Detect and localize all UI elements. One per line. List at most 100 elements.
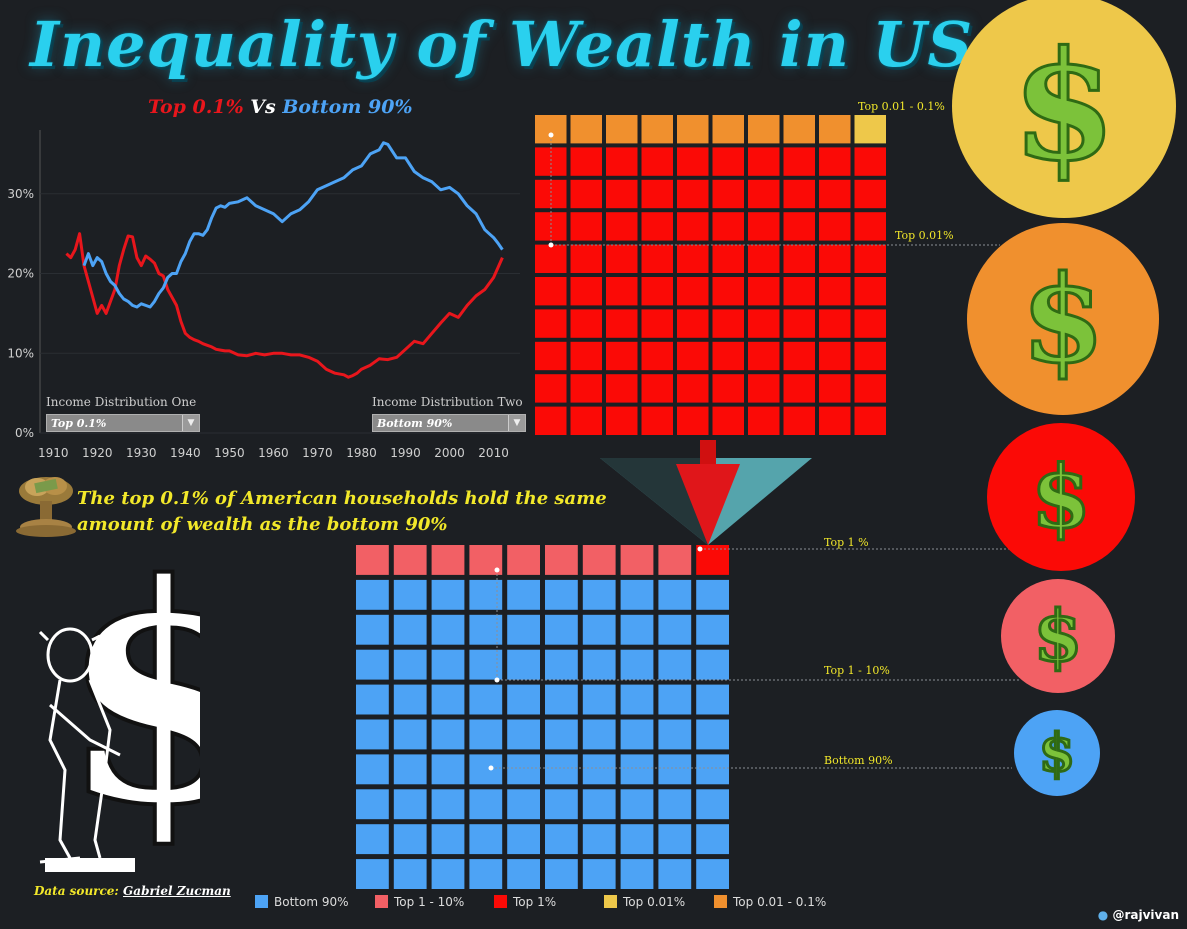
waffle-cell <box>658 684 692 715</box>
waffle-cell <box>606 406 638 435</box>
man-with-dollar-sign-icon: $ <box>38 540 200 873</box>
waffle-cell <box>641 147 673 176</box>
waffle-cell <box>658 719 692 750</box>
dollar-coin-icon <box>1014 710 1100 796</box>
waffle-cell <box>606 179 638 209</box>
waffle-cell <box>535 309 567 338</box>
dist-one-select[interactable]: Top 0.1% ▼ <box>46 414 200 432</box>
waffle-cell <box>819 374 851 403</box>
legend-item: Bottom 90% <box>255 895 349 909</box>
waffle-cell <box>393 579 427 610</box>
waffle-cell <box>545 579 578 610</box>
waffle-cell <box>620 789 654 820</box>
waffle-cell <box>819 341 851 371</box>
waffle-cell <box>393 789 427 820</box>
waffle-cell <box>819 212 851 241</box>
label-top-001: Top 0.01% <box>895 229 954 242</box>
waffle-cell <box>356 649 389 680</box>
waffle-cell <box>582 579 616 610</box>
waffle-cell <box>712 277 744 306</box>
waffle-cell <box>696 754 729 785</box>
waffle-cell <box>606 374 638 403</box>
waffle-cell <box>641 244 673 273</box>
x-tick-label: 1970 <box>302 446 333 460</box>
connector-dot <box>548 242 554 248</box>
waffle-cell <box>696 649 729 680</box>
dist-two-select[interactable]: Bottom 90% ▼ <box>372 414 526 432</box>
waffle-cell <box>641 406 673 435</box>
waffle-cell <box>854 309 886 338</box>
legend-item: Top 1% <box>494 895 556 909</box>
waffle-cell <box>393 719 427 750</box>
dollar-coin-icon <box>1001 579 1115 693</box>
waffle-cell <box>748 309 780 338</box>
waffle-cell <box>819 147 851 176</box>
waffle-cell <box>712 406 744 435</box>
chevron-down-icon[interactable]: ▼ <box>182 415 199 431</box>
waffle-cell <box>854 374 886 403</box>
waffle-cell <box>854 341 886 371</box>
waffle-cell <box>606 147 638 176</box>
waffle-cell <box>535 341 567 371</box>
waffle-cell <box>469 824 503 855</box>
waffle-cell <box>545 719 578 750</box>
twitter-handle[interactable]: ● @rajvivan <box>1098 908 1179 922</box>
chevron-down-icon[interactable]: ▼ <box>508 415 525 431</box>
funnel-shade <box>600 458 708 545</box>
waffle-cell <box>658 545 692 575</box>
connector-dot <box>697 546 703 552</box>
waffle-cell <box>582 719 616 750</box>
waffle-cell <box>677 244 709 273</box>
waffle-cell <box>469 684 503 715</box>
waffle-cell <box>606 115 638 144</box>
waffle-cell <box>783 212 815 241</box>
waffle-cell <box>748 179 780 209</box>
waffle-cell <box>545 789 578 820</box>
waffle-cell <box>783 277 815 306</box>
handle-text: @rajvivan <box>1112 908 1179 922</box>
waffle-cell <box>783 147 815 176</box>
waffle-cell <box>570 309 602 338</box>
waffle-cell <box>783 115 815 144</box>
waffle-cell <box>393 754 427 785</box>
waffle-cell <box>783 244 815 273</box>
waffle-cell <box>570 147 602 176</box>
x-tick-label: 1930 <box>126 446 157 460</box>
x-tick-label: 1960 <box>258 446 289 460</box>
dist-one-value: Top 0.1% <box>51 417 107 430</box>
line-chart: 0% 10% 20% 30% 1910 1920 1930 1940 1950 1960 1970 1… <box>7 130 520 460</box>
waffle-cell <box>748 341 780 371</box>
waffle-cell <box>658 579 692 610</box>
callout-text: The top 0.1% of American households hold… <box>77 488 607 535</box>
waffle-cell <box>431 545 465 575</box>
waffle-cell <box>696 824 729 855</box>
data-source-link[interactable]: Gabriel Zucman <box>123 884 231 898</box>
subtitle-vs: Vs <box>250 96 276 118</box>
waffle-cell <box>545 649 578 680</box>
label-top-001-01: Top 0.01 - 0.1% <box>858 100 945 113</box>
waffle-cell <box>431 684 465 715</box>
waffle-cell <box>712 341 744 371</box>
waffle-cell <box>677 374 709 403</box>
waffle-cell <box>393 684 427 715</box>
waffle-cell <box>356 579 389 610</box>
waffle-cell <box>431 614 465 645</box>
data-source-prefix: Data source: <box>34 884 119 898</box>
waffle-cell <box>507 859 540 889</box>
x-tick-label: 2000 <box>434 446 465 460</box>
legend-item: Top 0.01% <box>604 895 685 909</box>
dist-two-value: Bottom 90% <box>377 417 453 430</box>
mushroom-cloud-money-icon <box>16 477 76 537</box>
dollar-coin-icon <box>967 223 1159 415</box>
waffle-cell <box>748 212 780 241</box>
dist-one-label: Income Distribution One <box>46 395 197 409</box>
waffle-cell <box>582 859 616 889</box>
waffle-cell <box>393 824 427 855</box>
waffle-cell <box>854 406 886 435</box>
subtitle-series-a: Top 0.1% <box>148 96 244 118</box>
waffle-cell <box>641 277 673 306</box>
connector-dot <box>494 677 500 683</box>
dist-two-label: Income Distribution Two <box>372 395 523 409</box>
waffle-cell <box>570 406 602 435</box>
waffle-cell <box>393 614 427 645</box>
